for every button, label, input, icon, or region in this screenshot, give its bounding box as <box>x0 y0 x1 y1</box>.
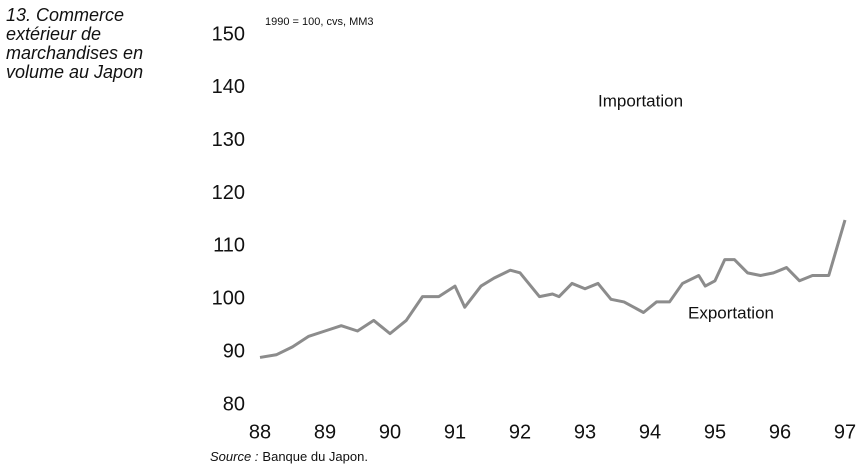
x-tick-label: 96 <box>769 421 791 443</box>
source: Source : Banque du Japon. <box>210 449 368 464</box>
line <box>259 219 847 359</box>
y-tick-label: 100 <box>212 288 245 310</box>
y-tick-label: 140 <box>212 76 245 98</box>
y-tick-label: 90 <box>223 340 245 362</box>
x-tick-label: 92 <box>509 421 531 443</box>
x-tick-label: 95 <box>704 421 726 443</box>
source-text: Banque du Japon. <box>262 449 368 464</box>
x-tick-label: 97 <box>834 421 856 443</box>
y-tick-label: 110 <box>213 235 245 257</box>
source-label: Source : <box>210 449 259 464</box>
annotation: Importation <box>598 91 683 110</box>
x-tick-label: 93 <box>574 421 596 443</box>
x-tick-label: 94 <box>639 421 661 443</box>
x-tick-label: 89 <box>314 421 336 443</box>
series-label: Exportation <box>688 303 774 322</box>
y-tick-label: 150 <box>212 23 245 45</box>
x-tick-label: 91 <box>444 421 466 443</box>
y-tick-label: 80 <box>223 393 245 415</box>
x-tick-label: 90 <box>379 421 401 443</box>
chart-title: 13. Commerce extérieur de marchandises e… <box>6 5 144 82</box>
subtitle: 1990 = 100, cvs, MM3 <box>265 16 374 28</box>
y-tick-label: 130 <box>212 129 245 151</box>
y-tick-label: 120 <box>212 182 245 204</box>
x-tick-label: 88 <box>249 421 271 443</box>
